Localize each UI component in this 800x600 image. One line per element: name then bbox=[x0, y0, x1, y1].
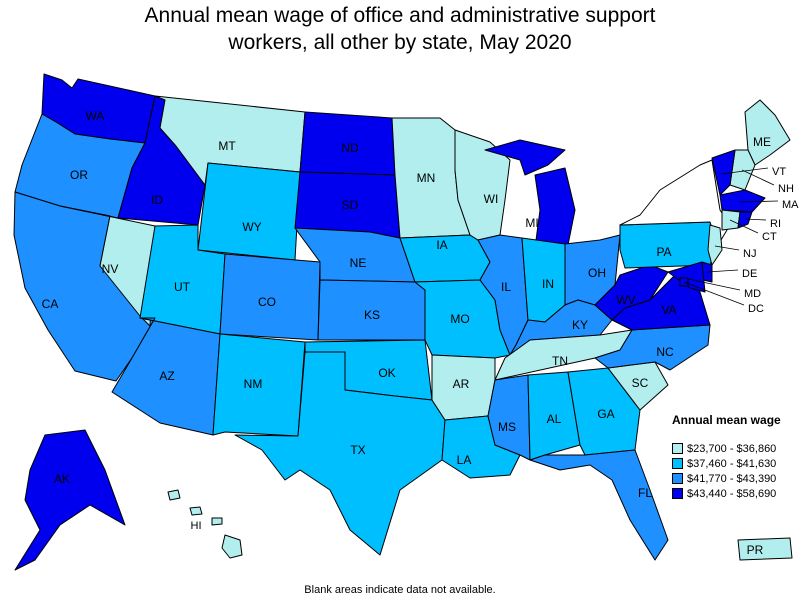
state-label-az: AZ bbox=[159, 369, 174, 383]
state-ak[interactable] bbox=[14, 429, 126, 571]
state-nj[interactable] bbox=[707, 224, 723, 266]
state-label-wy: WY bbox=[242, 220, 261, 234]
legend-swatch-1 bbox=[672, 443, 683, 454]
state-label-mn: MN bbox=[417, 171, 436, 185]
state-vt[interactable] bbox=[711, 149, 736, 196]
state-label-nc: NC bbox=[656, 345, 674, 359]
state-label-nj: NJ bbox=[743, 248, 756, 260]
state-label-ok: OK bbox=[378, 366, 395, 380]
state-label-ri: RI bbox=[770, 218, 781, 230]
state-ct[interactable] bbox=[721, 209, 741, 231]
state-label-hi: HI bbox=[191, 520, 202, 532]
legend-range-3: $41,770 - $43,390 bbox=[687, 472, 777, 485]
leader-line-de bbox=[706, 269, 739, 273]
state-label-fl: FL bbox=[638, 486, 652, 500]
title-line-2: workers, all other by state, May 2020 bbox=[228, 31, 572, 54]
state-label-ut: UT bbox=[174, 280, 191, 294]
state-wy[interactable] bbox=[197, 162, 301, 261]
state-label-oh: OH bbox=[588, 266, 606, 280]
leader-line-ma bbox=[739, 200, 779, 203]
state-label-pa: PA bbox=[656, 245, 671, 259]
legend-range-4: $43,440 - $58,690 bbox=[687, 487, 777, 500]
state-label-wa: WA bbox=[86, 109, 105, 123]
state-hi[interactable] bbox=[167, 489, 243, 559]
state-label-dc: DC bbox=[748, 303, 764, 315]
legend-swatch-4 bbox=[672, 488, 683, 499]
state-label-de: DE bbox=[742, 268, 757, 280]
leader-line-dc bbox=[683, 281, 745, 306]
state-label-sc: SC bbox=[632, 376, 649, 390]
state-label-pr: PR bbox=[747, 543, 764, 557]
state-label-ma: MA bbox=[782, 199, 799, 211]
legend-swatch-2 bbox=[672, 458, 683, 469]
legend-item-3: $41,770 - $43,390 bbox=[672, 471, 781, 486]
state-label-nd: ND bbox=[341, 141, 359, 155]
state-nm[interactable] bbox=[212, 333, 306, 437]
state-label-mi: MI bbox=[525, 216, 538, 230]
state-al[interactable] bbox=[527, 371, 581, 461]
legend: Annual mean wage $23,700 - $36,860 $37,4… bbox=[672, 413, 781, 501]
state-label-ne: NE bbox=[350, 256, 367, 270]
state-label-ia: IA bbox=[436, 238, 447, 252]
legend-range-2: $37,460 - $41,630 bbox=[687, 457, 777, 470]
state-label-ak: AK bbox=[54, 472, 70, 486]
state-label-ky: KY bbox=[572, 318, 588, 332]
state-label-nh: NH bbox=[778, 183, 794, 195]
state-label-me: ME bbox=[753, 135, 771, 149]
state-ri[interactable] bbox=[737, 211, 753, 229]
state-label-vt: VT bbox=[772, 166, 786, 178]
state-label-md: MD bbox=[744, 288, 761, 300]
state-tx[interactable] bbox=[234, 351, 446, 556]
legend-item-1: $23,700 - $36,860 bbox=[672, 441, 781, 456]
state-label-mt: MT bbox=[218, 139, 236, 153]
legend-title: Annual mean wage bbox=[672, 413, 781, 427]
title-line-1: Annual mean wage of office and administr… bbox=[144, 4, 656, 27]
state-me[interactable] bbox=[744, 99, 791, 166]
legend-item-2: $37,460 - $41,630 bbox=[672, 456, 781, 471]
state-label-or: OR bbox=[70, 168, 88, 182]
map-title: Annual mean wage of office and administr… bbox=[0, 2, 800, 56]
state-label-id: ID bbox=[151, 193, 163, 207]
state-label-ct: CT bbox=[762, 231, 777, 243]
state-label-wv: WV bbox=[616, 293, 635, 307]
state-pr[interactable] bbox=[737, 537, 793, 561]
state-label-il: IL bbox=[501, 280, 511, 294]
state-label-va: VA bbox=[661, 303, 676, 317]
footnote: Blank areas indicate data not available. bbox=[304, 584, 496, 596]
leader-line-md bbox=[687, 278, 741, 291]
state-fl[interactable] bbox=[529, 449, 669, 561]
legend-range-1: $23,700 - $36,860 bbox=[687, 442, 777, 455]
legend-item-4: $43,440 - $58,690 bbox=[672, 486, 781, 501]
state-label-mo: MO bbox=[450, 312, 469, 326]
state-nc[interactable] bbox=[594, 324, 711, 371]
state-label-sd: SD bbox=[342, 198, 359, 212]
leader-line-nj bbox=[714, 245, 740, 251]
state-ma[interactable] bbox=[719, 189, 766, 213]
leader-line-nh bbox=[741, 169, 775, 186]
state-label-in: IN bbox=[542, 277, 554, 291]
state-label-wi: WI bbox=[484, 192, 499, 206]
state-label-ca: CA bbox=[42, 297, 59, 311]
state-label-nm: NM bbox=[244, 377, 263, 391]
state-label-al: AL bbox=[547, 412, 562, 426]
state-label-tn: TN bbox=[552, 354, 568, 368]
state-label-tx: TX bbox=[350, 443, 365, 457]
state-label-ks: KS bbox=[364, 308, 380, 322]
state-label-nv: NV bbox=[102, 262, 119, 276]
leader-line-ct bbox=[729, 219, 759, 234]
state-label-ms: MS bbox=[498, 420, 516, 434]
state-label-ga: GA bbox=[597, 407, 614, 421]
state-label-co: CO bbox=[258, 295, 276, 309]
leader-line-ri bbox=[744, 218, 767, 221]
legend-swatch-3 bbox=[672, 473, 683, 484]
state-label-ar: AR bbox=[453, 377, 470, 391]
state-label-la: LA bbox=[457, 453, 472, 467]
leader-line-vt bbox=[720, 167, 769, 175]
